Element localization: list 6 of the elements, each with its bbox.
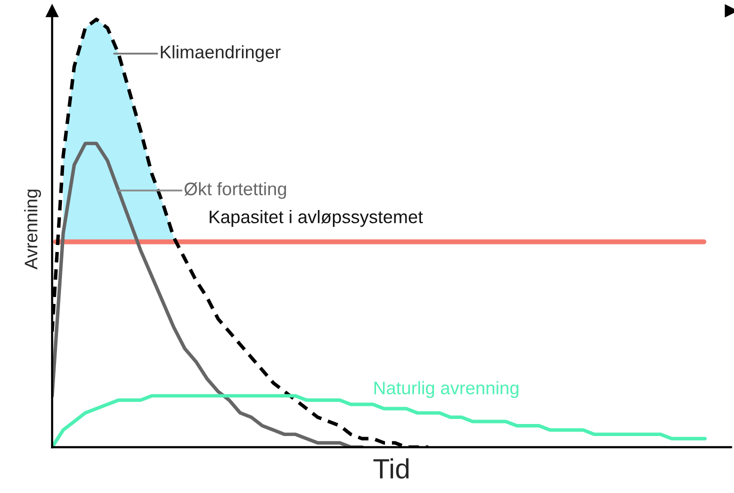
ref-line-label: Kapasitet i avløpssystemet	[210, 210, 423, 227]
text: Økt fortetting	[184, 182, 286, 199]
text: Klimaendringer	[160, 45, 281, 62]
x-axis-title: Tid	[373, 458, 409, 479]
series-label: Naturlig avrenning	[374, 381, 518, 398]
y-axis-title: Avrenning	[24, 190, 42, 270]
